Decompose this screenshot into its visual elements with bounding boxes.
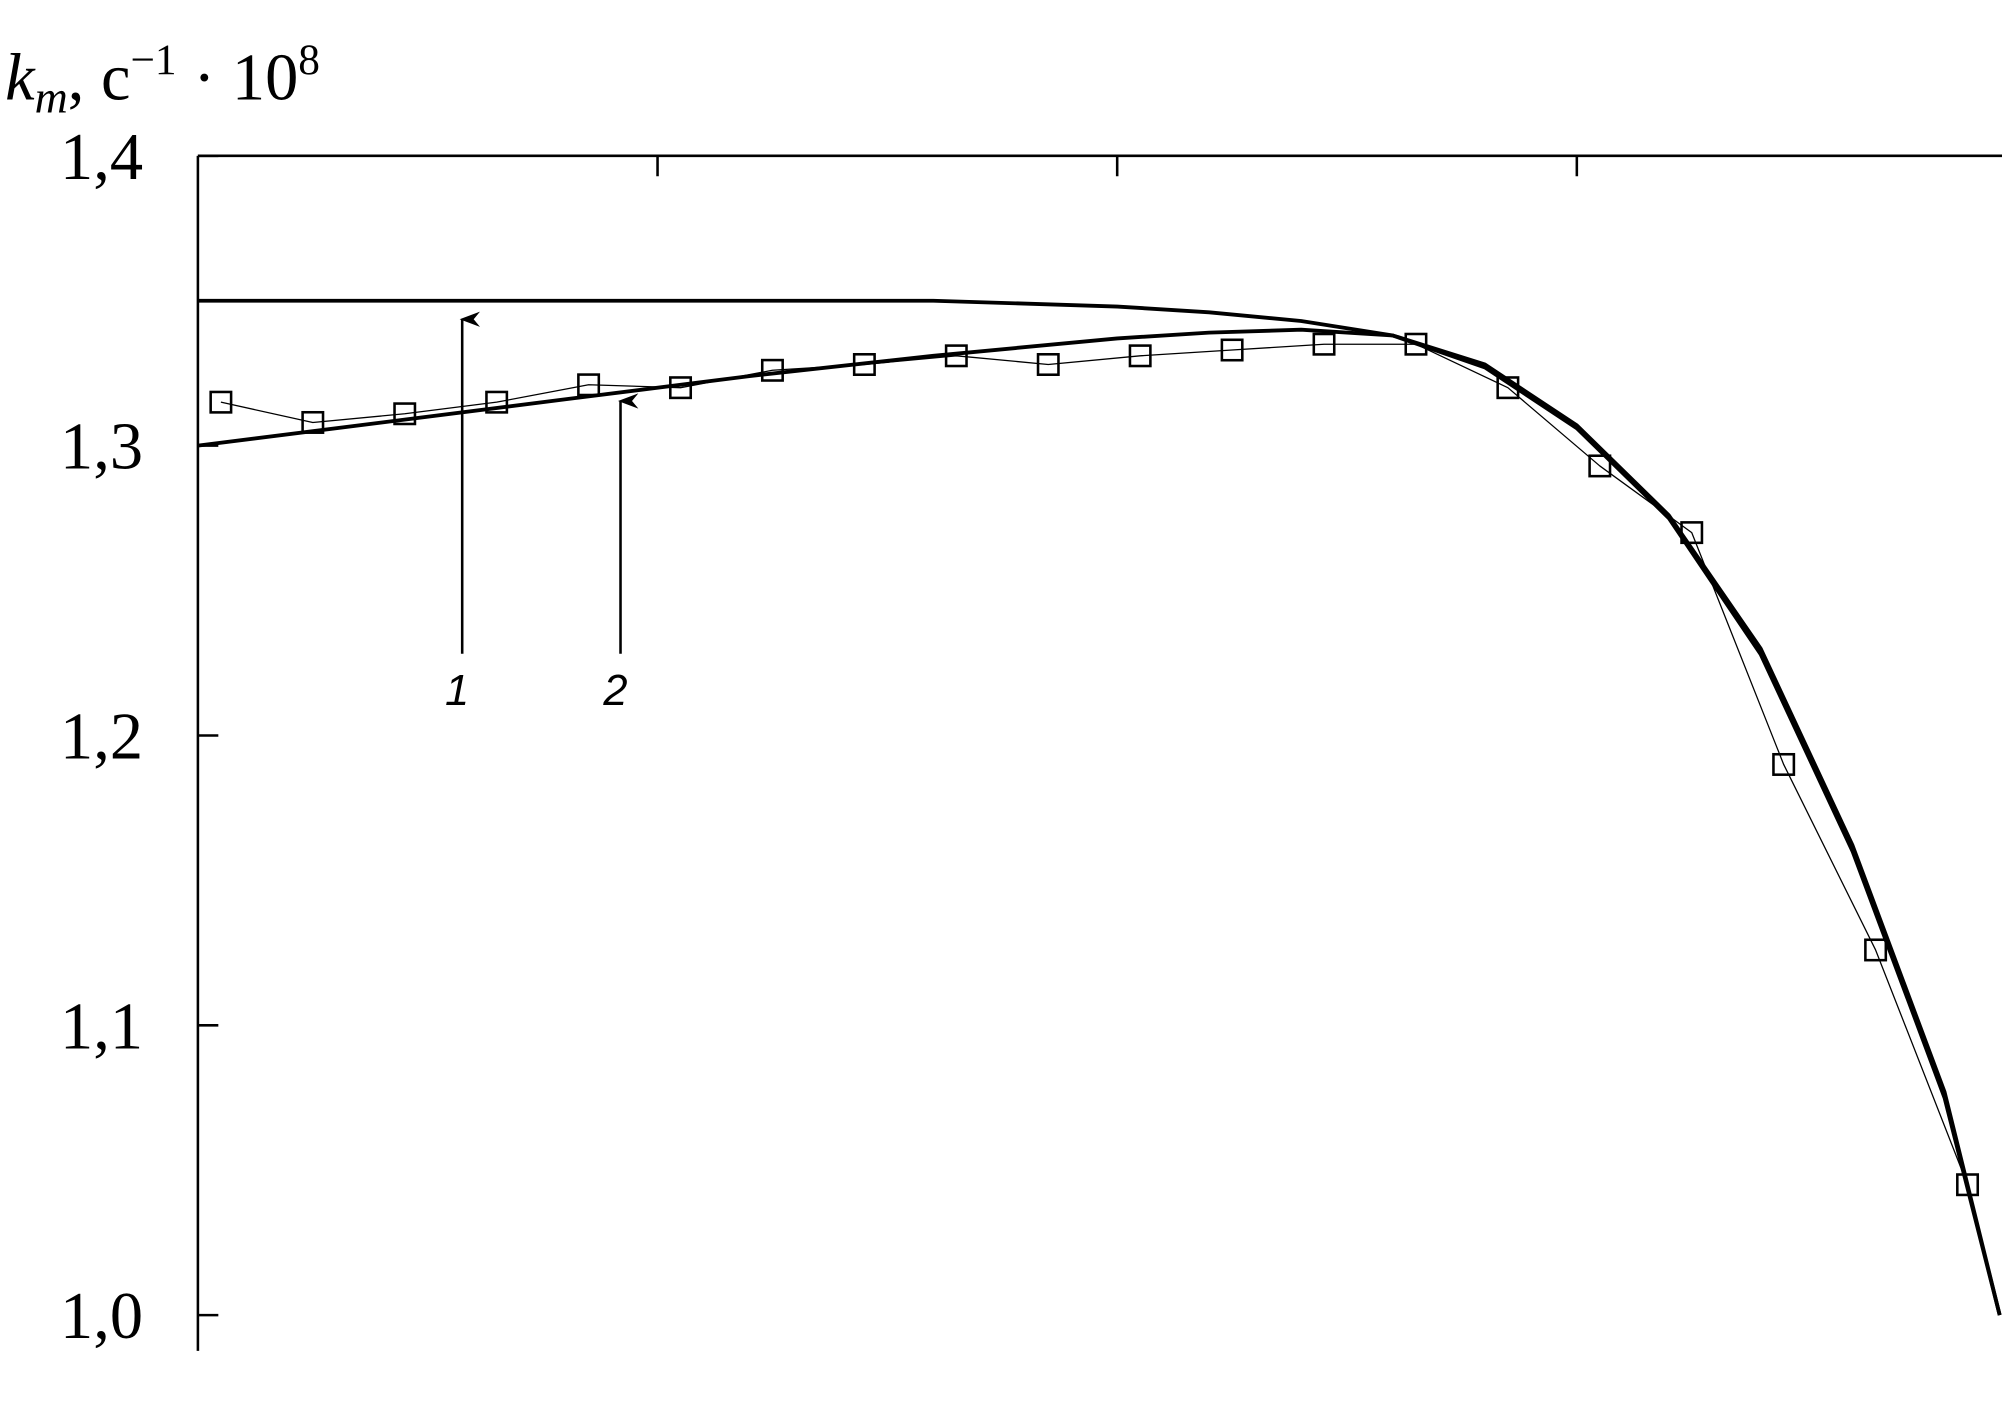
data-point <box>1864 938 1888 962</box>
y-tick-label: 1,4 <box>60 121 143 194</box>
series-line <box>220 343 1969 1185</box>
data-point <box>485 390 509 414</box>
annotation-label: 2 <box>602 667 627 715</box>
data-point <box>1588 454 1612 478</box>
data-point <box>1220 338 1244 362</box>
y-unit-exponent: −1 <box>130 36 176 84</box>
series-line <box>197 298 2002 1316</box>
y-axis-title: km, c−1 · 108 <box>5 36 320 122</box>
data-point <box>760 358 784 382</box>
annotation-label: 1 <box>445 667 469 715</box>
y-tick-label: 1,2 <box>60 700 143 773</box>
y-symbol: k <box>5 42 36 115</box>
y-unit: , c <box>68 42 131 115</box>
data-point <box>1128 344 1152 368</box>
data-point <box>1036 353 1060 376</box>
y-tick-label: 1,3 <box>60 411 143 484</box>
y-tick-label: 1,0 <box>60 1280 143 1353</box>
data-point <box>1312 332 1336 356</box>
y-multiplier: · 10 <box>177 42 299 115</box>
data-point <box>209 390 233 414</box>
series-line <box>197 327 2002 1316</box>
data-point <box>1772 752 1796 776</box>
y-multiplier-exponent: 8 <box>298 36 320 84</box>
y-subscript: m <box>35 71 68 122</box>
y-tick-label: 1,1 <box>60 990 143 1063</box>
data-point <box>393 402 417 426</box>
